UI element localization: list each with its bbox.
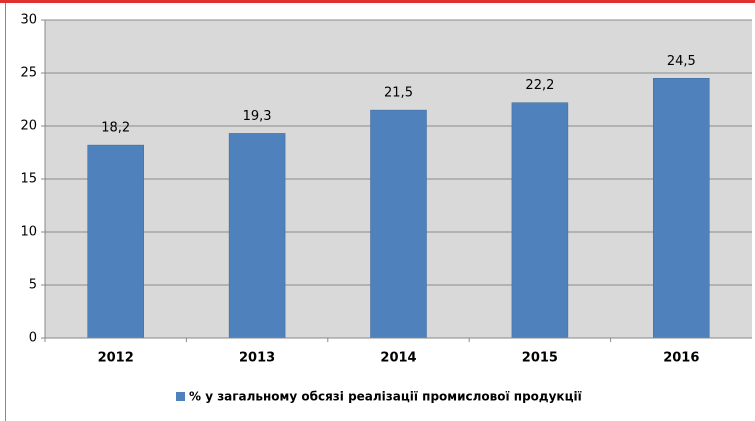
y-tick-label: 10 — [20, 225, 37, 240]
bar — [370, 109, 427, 339]
x-tick-label: 2013 — [239, 351, 275, 366]
y-tick-label: 30 — [20, 13, 37, 28]
bar — [653, 78, 710, 339]
x-tick-label: 2015 — [522, 351, 558, 366]
x-tick-label: 2014 — [380, 351, 416, 366]
data-label: 19,3 — [243, 109, 272, 124]
y-tick-label: 25 — [20, 66, 37, 81]
x-tick-label: 2012 — [98, 351, 134, 366]
y-tick-label: 20 — [20, 119, 37, 134]
legend-swatch — [176, 392, 185, 401]
y-tick-label: 0 — [29, 331, 37, 346]
data-label: 24,5 — [667, 54, 696, 69]
bar — [228, 133, 286, 339]
data-label: 21,5 — [384, 86, 413, 101]
bar — [87, 144, 144, 339]
y-tick-label: 15 — [20, 172, 37, 187]
data-label: 18,2 — [101, 121, 130, 136]
data-label: 22,2 — [525, 78, 554, 93]
x-tick-label: 2016 — [663, 351, 699, 366]
legend-label: % у загальному обсязі реалізації промисл… — [189, 390, 582, 404]
bar — [511, 102, 569, 339]
y-tick-label: 5 — [29, 278, 37, 293]
